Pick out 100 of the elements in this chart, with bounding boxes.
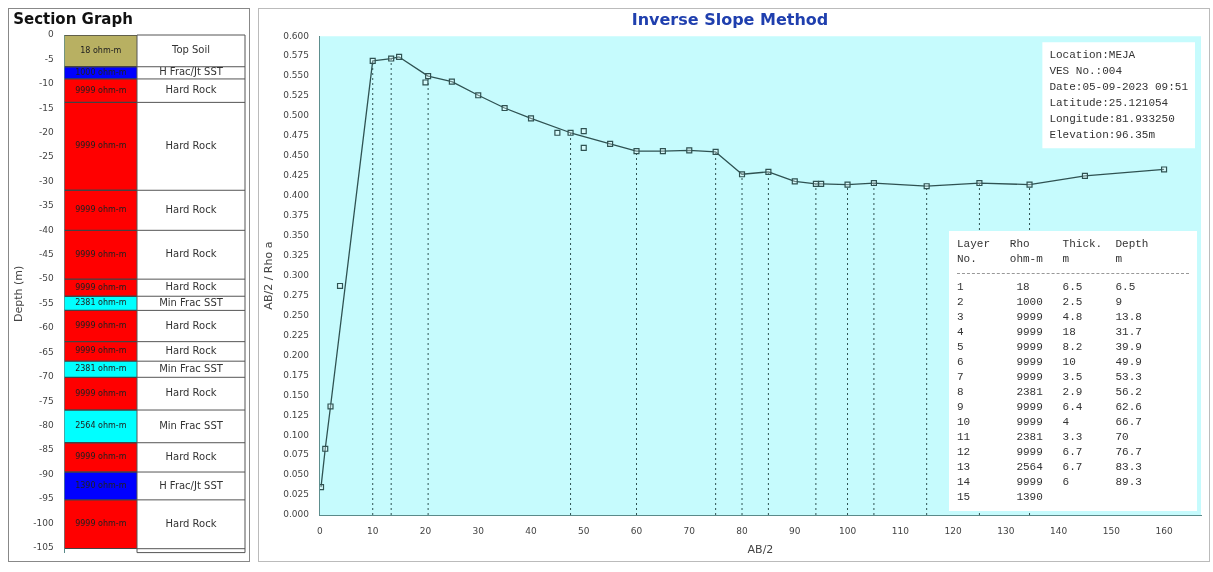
point bbox=[870, 179, 877, 187]
point bbox=[607, 140, 614, 148]
y-tick-label: -30 bbox=[38, 175, 54, 186]
point bbox=[369, 57, 376, 65]
annotation: 4 9999 18 31.7 bbox=[957, 325, 1143, 340]
x-tick-label: 100 bbox=[838, 525, 857, 536]
x-tick-label: 70 bbox=[683, 525, 696, 536]
annotation: 11 2381 3.3 70 bbox=[957, 430, 1130, 445]
annotation: 1 18 6.5 6.5 bbox=[957, 280, 1137, 295]
annotation: 1390 ohm-m bbox=[75, 481, 127, 491]
text: Hard Rock bbox=[165, 517, 217, 529]
annotation: Latitude:25.121054 bbox=[1049, 97, 1169, 110]
point bbox=[580, 144, 587, 151]
y-tick-label: 0.550 bbox=[283, 70, 310, 81]
point bbox=[633, 148, 640, 155]
y-tick-label: -80 bbox=[38, 419, 54, 430]
y-tick-label: -85 bbox=[38, 444, 54, 455]
annotation: 9999 ohm-m bbox=[75, 452, 127, 462]
annotation: 9999 ohm-m bbox=[75, 388, 127, 398]
point bbox=[336, 282, 344, 290]
y-tick-label: 0.225 bbox=[283, 329, 309, 340]
x-tick-label: 20 bbox=[419, 525, 432, 536]
point bbox=[818, 180, 825, 187]
point bbox=[712, 148, 719, 155]
text: Hard Rock bbox=[165, 203, 217, 215]
annotation: 15 1390 bbox=[957, 490, 1044, 505]
text: Hard Rock bbox=[165, 319, 217, 331]
y-axis-title: AB/2 / Rho a bbox=[262, 241, 276, 310]
y-tick-label: 0.150 bbox=[283, 389, 310, 400]
y-tick-label: -5 bbox=[44, 53, 54, 64]
point bbox=[322, 445, 329, 452]
annotation: 1000 ohm-m bbox=[75, 67, 127, 77]
annotation: 8 2381 2.9 56.2 bbox=[957, 385, 1143, 400]
point bbox=[327, 403, 334, 410]
y-tick-label: -90 bbox=[38, 468, 54, 479]
y-tick-label: -100 bbox=[33, 517, 54, 528]
annotation: Elevation:96.35m bbox=[1049, 129, 1156, 142]
y-tick-label: 0.575 bbox=[283, 50, 309, 61]
point bbox=[791, 178, 798, 185]
y-tick-label: -60 bbox=[38, 322, 54, 333]
point bbox=[422, 79, 429, 86]
annotation: 2564 ohm-m bbox=[75, 421, 127, 431]
y-tick-label: -15 bbox=[38, 102, 54, 113]
point bbox=[738, 171, 746, 178]
point bbox=[396, 53, 403, 61]
y-tick-label: -95 bbox=[38, 493, 54, 504]
y-tick-label: -75 bbox=[38, 395, 54, 406]
annotation: 9999 ohm-m bbox=[75, 85, 127, 95]
chart-title: Section Graph bbox=[13, 9, 133, 28]
text: Hard Rock bbox=[165, 387, 217, 399]
annotation: Location:MEJA bbox=[1049, 49, 1136, 62]
point bbox=[567, 129, 574, 136]
annotation: VES No.:004 bbox=[1049, 65, 1123, 78]
annotation: 7 9999 3.5 53.3 bbox=[957, 370, 1143, 385]
text: Hard Rock bbox=[165, 345, 217, 357]
y-tick-label: 0.200 bbox=[283, 349, 310, 360]
y-tick-label: 0.075 bbox=[283, 449, 309, 460]
y-axis-title: Depth (m) bbox=[12, 265, 26, 322]
point bbox=[475, 92, 482, 99]
annotation: 9999 ohm-m bbox=[75, 205, 127, 215]
y-tick-label: 0.400 bbox=[283, 190, 310, 201]
annotation: 9999 ohm-m bbox=[75, 282, 127, 292]
y-tick-label: 0.325 bbox=[283, 249, 309, 260]
y-tick-label: -10 bbox=[38, 78, 54, 89]
y-tick-label: 0.275 bbox=[283, 289, 309, 300]
text: Min Frac SST bbox=[159, 419, 224, 431]
y-tick-label: 0.250 bbox=[283, 309, 310, 320]
annotation: 6 9999 10 49.9 bbox=[957, 355, 1143, 370]
point bbox=[659, 148, 666, 155]
annotation: 2381 ohm-m bbox=[75, 364, 127, 374]
annotation: 3 9999 4.8 13.8 bbox=[957, 310, 1143, 325]
x-tick-label: 90 bbox=[789, 525, 801, 536]
point bbox=[1081, 172, 1089, 179]
x-axis-title: AB/2 bbox=[747, 543, 774, 557]
x-tick-label: 60 bbox=[630, 525, 643, 536]
y-tick-label: -40 bbox=[38, 224, 54, 235]
text: Min Frac SST bbox=[159, 296, 224, 308]
y-tick-label: 0.050 bbox=[283, 469, 310, 480]
point bbox=[765, 168, 772, 175]
y-tick-label: 0.000 bbox=[283, 509, 310, 520]
point bbox=[976, 179, 983, 187]
point bbox=[1161, 166, 1168, 173]
annotation: 12 9999 6.7 76.7 bbox=[957, 445, 1143, 460]
annotation: 9999 ohm-m bbox=[75, 321, 127, 331]
y-tick-label: 0 bbox=[47, 29, 54, 40]
point bbox=[1026, 181, 1033, 188]
text: Hard Rock bbox=[165, 281, 217, 293]
x-tick-label: 80 bbox=[736, 525, 749, 536]
annotation: 9999 ohm-m bbox=[75, 519, 127, 529]
y-tick-label: 0.500 bbox=[283, 110, 310, 121]
y-tick-label: 0.125 bbox=[283, 409, 309, 420]
x-tick-label: 30 bbox=[472, 525, 485, 536]
x-tick-label: 160 bbox=[1155, 525, 1173, 536]
annotation: 14 9999 6 89.3 bbox=[957, 475, 1143, 490]
y-tick-label: 0.350 bbox=[283, 230, 310, 241]
annotation: 5 9999 8.2 39.9 bbox=[957, 340, 1143, 355]
y-tick-label: -70 bbox=[38, 371, 54, 382]
annotation: 9 9999 6.4 62.6 bbox=[957, 400, 1143, 415]
x-tick-label: 140 bbox=[1049, 525, 1068, 536]
annotation: 9999 ohm-m bbox=[75, 249, 127, 259]
